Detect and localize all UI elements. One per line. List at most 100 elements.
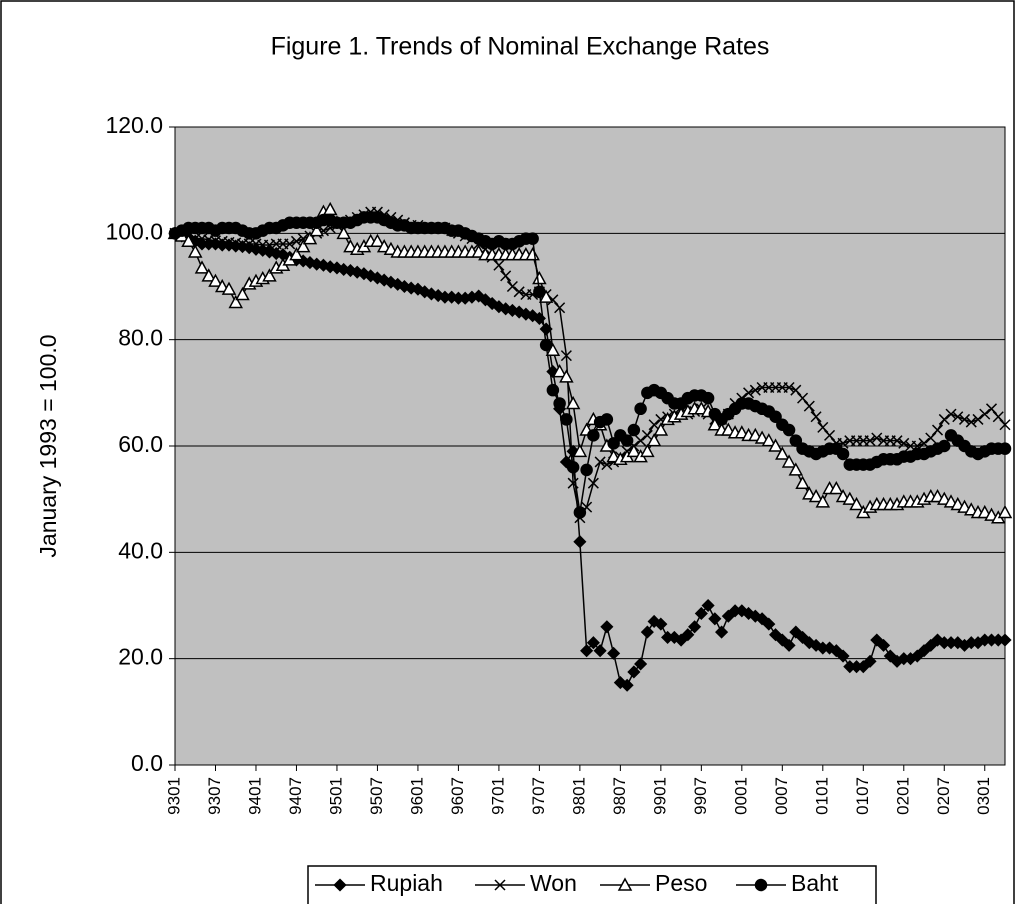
marker (864, 435, 876, 447)
marker (500, 270, 512, 282)
marker (594, 456, 606, 468)
marker (494, 879, 506, 891)
marker (998, 442, 1012, 455)
marker (560, 413, 573, 426)
marker (302, 231, 318, 245)
marker (815, 494, 831, 508)
marker (782, 423, 796, 437)
marker (775, 446, 790, 460)
marker (985, 403, 998, 415)
marker (194, 260, 210, 274)
marker (336, 225, 351, 240)
x-tick-label: 9907 (691, 777, 710, 815)
marker (783, 381, 795, 394)
marker (654, 617, 668, 631)
marker (607, 646, 621, 660)
marker (788, 462, 804, 476)
marker (493, 259, 505, 271)
marker (646, 433, 662, 447)
marker (842, 491, 858, 505)
marker (370, 233, 385, 248)
marker (790, 384, 802, 396)
marker (681, 628, 695, 642)
x-tick-label: 9707 (529, 777, 548, 815)
marker (972, 413, 984, 425)
marker (836, 649, 850, 663)
marker (586, 636, 600, 650)
marker (808, 488, 824, 503)
marker (998, 633, 1012, 647)
marker (572, 443, 588, 458)
marker (648, 419, 660, 431)
x-tick-label: 0201 (893, 777, 912, 815)
x-tick-label: 9501 (326, 777, 345, 815)
marker (600, 620, 614, 634)
x-tick-label: 0107 (853, 777, 872, 815)
marker (958, 413, 971, 425)
marker (627, 423, 641, 437)
marker (533, 285, 546, 299)
marker (735, 604, 749, 618)
marker (284, 238, 296, 250)
marker (762, 617, 776, 631)
marker (201, 268, 217, 282)
marker (235, 286, 250, 301)
marker (829, 480, 844, 495)
marker (613, 676, 627, 690)
marker (600, 413, 614, 426)
marker (667, 630, 681, 644)
marker (526, 232, 539, 245)
y-tick-label: 100.0 (105, 218, 163, 244)
marker (573, 506, 587, 519)
marker (647, 614, 661, 629)
marker (674, 633, 688, 647)
marker (580, 463, 593, 477)
y-tick-label: 120.0 (105, 112, 163, 138)
marker (641, 429, 653, 441)
marker (181, 233, 196, 248)
marker (384, 275, 398, 289)
marker (513, 286, 525, 298)
marker (749, 384, 761, 396)
y-tick-label: 20.0 (118, 644, 163, 670)
x-tick-label: 0301 (974, 777, 993, 815)
marker (539, 338, 553, 352)
marker (187, 244, 203, 258)
marker (863, 654, 877, 668)
marker (418, 285, 432, 299)
marker (802, 636, 816, 650)
marker (883, 649, 897, 663)
x-tick-label: 0101 (812, 777, 831, 815)
marker (506, 280, 518, 293)
marker (715, 625, 729, 639)
marker (364, 269, 378, 283)
x-tick-label: 9607 (448, 777, 467, 815)
marker (925, 432, 937, 444)
marker (472, 289, 486, 303)
marker (856, 660, 870, 674)
marker (898, 437, 910, 449)
x-tick-label: 9901 (650, 777, 669, 815)
marker (743, 387, 755, 399)
series-markers (168, 211, 1012, 519)
marker (797, 392, 809, 404)
marker (871, 432, 883, 444)
marker (701, 598, 715, 613)
marker (593, 644, 607, 658)
marker (620, 434, 634, 447)
marker (653, 422, 669, 436)
marker (782, 638, 796, 652)
marker (620, 678, 634, 692)
marker (546, 383, 560, 397)
marker (754, 878, 768, 892)
marker (701, 391, 715, 405)
marker (721, 609, 735, 623)
x-tick-label: 9407 (286, 777, 305, 815)
marker (587, 477, 599, 489)
marker (803, 400, 815, 412)
marker (694, 606, 708, 621)
marker (333, 878, 347, 892)
x-tick-label: 9701 (488, 777, 507, 815)
marker (640, 443, 655, 458)
marker (768, 438, 783, 452)
